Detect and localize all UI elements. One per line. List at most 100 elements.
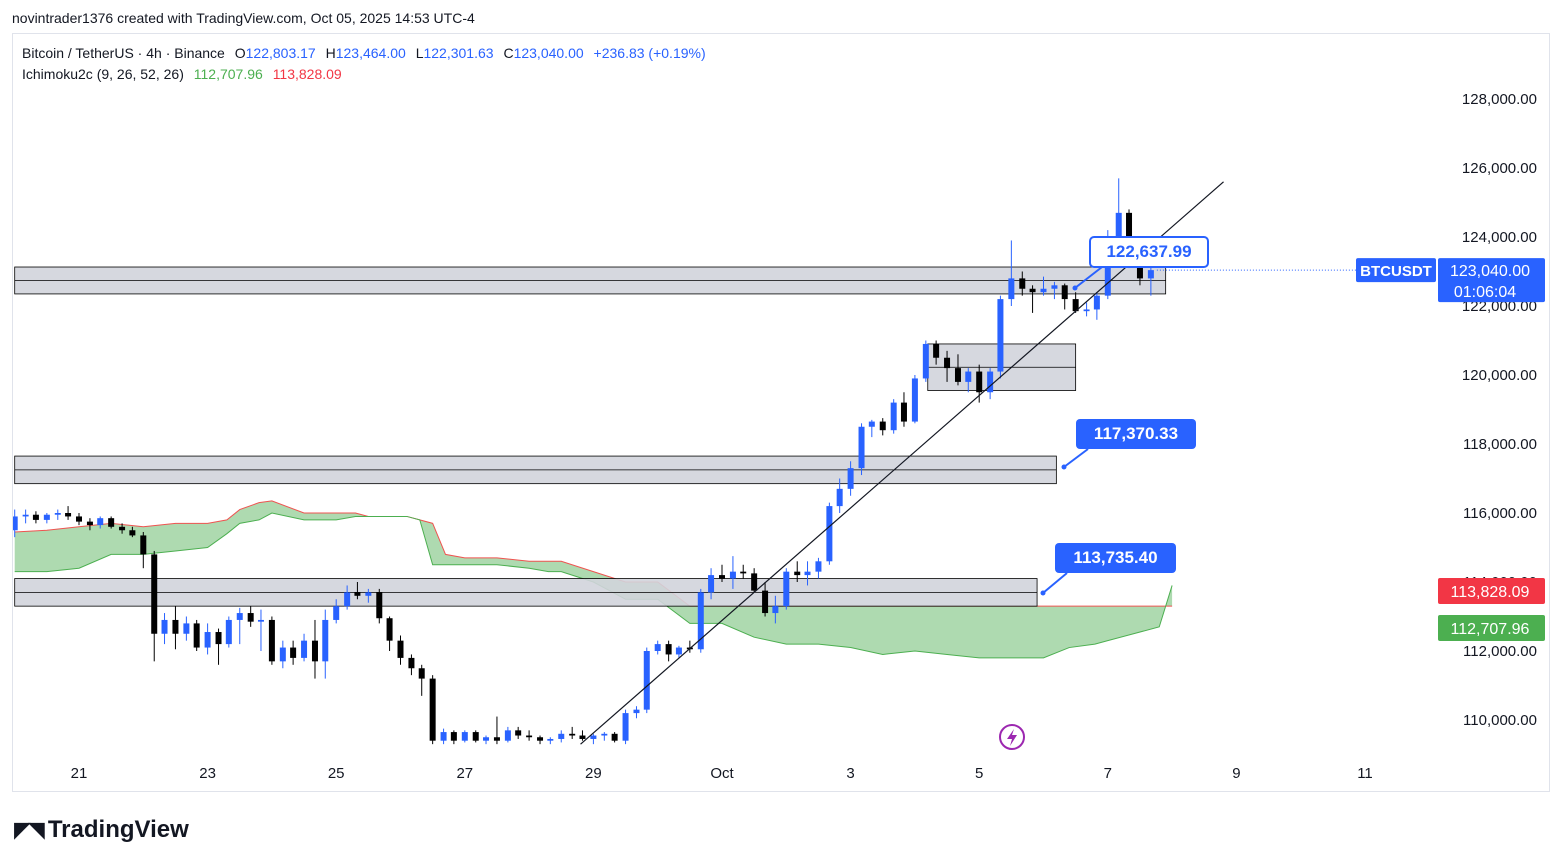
candle-body-79[interactable] xyxy=(858,426,865,469)
candle-body-55[interactable] xyxy=(601,733,608,736)
candle-body-45[interactable] xyxy=(493,737,500,741)
candle-body-48[interactable] xyxy=(526,735,533,738)
candle-body-34[interactable] xyxy=(376,592,383,619)
candle-body-15[interactable] xyxy=(172,619,179,634)
candle-body-7[interactable] xyxy=(86,521,93,526)
candle-body-82[interactable] xyxy=(890,402,897,431)
candle-body-9[interactable] xyxy=(108,518,115,527)
candle-body-96[interactable] xyxy=(1040,288,1047,293)
candle-body-58[interactable] xyxy=(633,709,640,714)
candle-body-42[interactable] xyxy=(461,732,468,741)
candle-body-50[interactable] xyxy=(547,738,554,741)
candle-body-4[interactable] xyxy=(54,513,61,515)
candle-body-54[interactable] xyxy=(590,735,597,739)
candle-body-53[interactable] xyxy=(579,735,586,739)
candle-body-6[interactable] xyxy=(76,516,82,522)
callout-box-1[interactable] xyxy=(1089,236,1209,268)
candle-body-72[interactable] xyxy=(783,571,790,607)
candle-body-86[interactable] xyxy=(933,343,940,358)
candle-body-85[interactable] xyxy=(922,343,929,379)
candle-body-101[interactable] xyxy=(1093,295,1100,310)
candle-body-41[interactable] xyxy=(450,732,457,741)
ticker-badge[interactable] xyxy=(1356,258,1436,283)
candle-body-33[interactable] xyxy=(365,592,372,596)
candle-body-1[interactable] xyxy=(22,514,29,517)
candle-body-21[interactable] xyxy=(236,613,243,620)
candle-body-0[interactable] xyxy=(12,516,18,531)
candle-body-35[interactable] xyxy=(386,618,393,641)
candle-body-95[interactable] xyxy=(1029,288,1036,293)
candle-body-18[interactable] xyxy=(204,632,211,648)
candle-body-14[interactable] xyxy=(161,619,168,634)
candle-body-65[interactable] xyxy=(708,575,715,593)
candle-body-30[interactable] xyxy=(333,606,340,620)
candle-body-24[interactable] xyxy=(268,619,275,662)
candle-body-93[interactable] xyxy=(1008,278,1015,300)
candle-body-74[interactable] xyxy=(804,571,811,576)
candle-body-62[interactable] xyxy=(675,647,682,655)
candle-body-29[interactable] xyxy=(322,619,329,662)
candle-body-44[interactable] xyxy=(483,737,490,741)
candle-body-8[interactable] xyxy=(97,518,104,526)
candle-body-78[interactable] xyxy=(847,468,854,489)
candle-body-87[interactable] xyxy=(944,357,951,369)
last-price-badge[interactable] xyxy=(1438,258,1545,303)
candle-body-13[interactable] xyxy=(151,554,158,634)
callout-box-2[interactable] xyxy=(1076,419,1196,449)
candle-body-91[interactable] xyxy=(987,371,994,393)
candle-body-10[interactable] xyxy=(119,526,126,531)
candle-body-84[interactable] xyxy=(911,378,918,422)
candle-body-75[interactable] xyxy=(815,561,822,572)
candle-body-100[interactable] xyxy=(1083,309,1090,312)
candle-body-51[interactable] xyxy=(558,733,565,739)
candle-body-52[interactable] xyxy=(569,733,576,736)
candle-body-71[interactable] xyxy=(772,606,779,614)
candle-body-102[interactable] xyxy=(1104,243,1111,296)
candle-body-77[interactable] xyxy=(836,488,843,507)
candle-body-106[interactable] xyxy=(1147,270,1154,279)
candle-body-94[interactable] xyxy=(1019,278,1026,289)
candle-body-56[interactable] xyxy=(611,733,618,741)
candle-body-20[interactable] xyxy=(225,619,232,645)
candle-body-70[interactable] xyxy=(762,590,769,614)
candle-body-104[interactable] xyxy=(1126,212,1133,255)
candle-body-98[interactable] xyxy=(1061,285,1068,300)
candle-body-97[interactable] xyxy=(1051,285,1058,289)
candle-body-76[interactable] xyxy=(826,506,833,562)
candle-body-57[interactable] xyxy=(622,713,629,741)
candle-body-67[interactable] xyxy=(729,571,736,579)
candle-body-103[interactable] xyxy=(1115,212,1122,244)
candle-body-68[interactable] xyxy=(740,571,747,574)
indicator-title[interactable]: Ichimoku2c (9, 26, 52, 26) xyxy=(22,66,184,82)
candle-body-40[interactable] xyxy=(440,732,447,741)
candle-body-32[interactable] xyxy=(354,592,361,596)
candle-body-2[interactable] xyxy=(32,514,39,520)
candle-body-60[interactable] xyxy=(654,644,661,651)
candle-body-99[interactable] xyxy=(1072,299,1079,312)
candle-body-27[interactable] xyxy=(301,640,308,658)
candle-body-59[interactable] xyxy=(643,651,650,710)
candle-body-25[interactable] xyxy=(279,647,286,662)
candle-body-22[interactable] xyxy=(247,613,254,622)
symbol-title[interactable]: Bitcoin / TetherUS · 4h · Binance xyxy=(22,45,225,61)
candle-body-16[interactable] xyxy=(183,623,190,634)
candle-body-88[interactable] xyxy=(954,368,961,382)
candle-body-12[interactable] xyxy=(140,535,147,555)
candle-body-46[interactable] xyxy=(504,730,511,741)
candle-body-38[interactable] xyxy=(418,668,425,679)
candle-body-3[interactable] xyxy=(43,514,50,520)
candle-body-64[interactable] xyxy=(697,592,704,650)
candle-body-23[interactable] xyxy=(257,619,264,622)
candle-body-37[interactable] xyxy=(408,657,415,669)
candle-body-69[interactable] xyxy=(751,573,758,591)
candle-body-47[interactable] xyxy=(515,730,522,736)
candle-body-11[interactable] xyxy=(129,530,136,536)
candle-body-19[interactable] xyxy=(215,632,222,645)
tradingview-logo[interactable]: ◤◥ TradingView xyxy=(14,816,189,844)
candle-body-73[interactable] xyxy=(794,571,801,576)
candle-body-66[interactable] xyxy=(719,575,725,579)
candle-body-89[interactable] xyxy=(965,371,972,382)
candle-body-17[interactable] xyxy=(193,623,200,648)
candle-body-43[interactable] xyxy=(472,732,479,741)
